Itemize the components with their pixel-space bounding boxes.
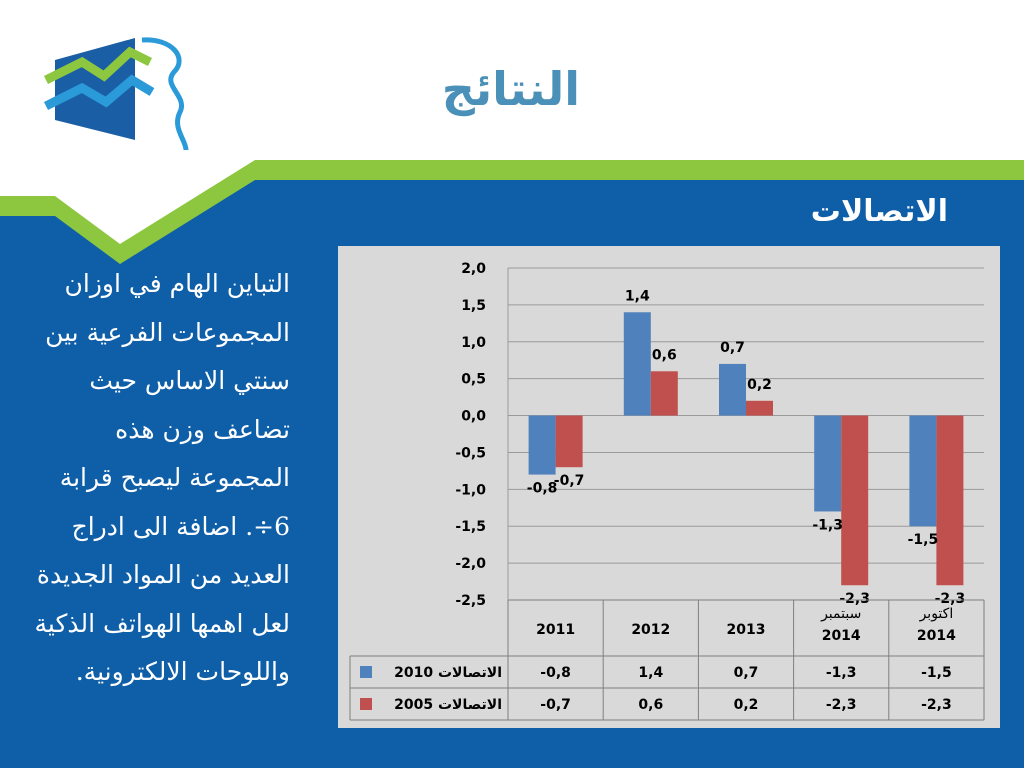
data-label: 0,6 bbox=[652, 347, 677, 363]
table-cell-value: -1,5 bbox=[921, 665, 952, 681]
table-cell-value: -2,3 bbox=[921, 697, 952, 713]
bar-series-1 bbox=[719, 363, 746, 416]
bar-chart: 2,0 1,5 1,0 0,5 0,0 -0,5 -1,0 -1,5 -2,0 -2,5 -0,8 1… bbox=[338, 246, 1000, 728]
category-label-line1: اكتوبر bbox=[919, 606, 954, 622]
table-cell-value: 1,4 bbox=[638, 665, 663, 681]
data-label: -0,7 bbox=[554, 473, 585, 489]
category-label: 2011 bbox=[536, 622, 575, 638]
bar-series-2 bbox=[936, 415, 964, 586]
logo-icon bbox=[43, 37, 189, 151]
body-paragraph: التباين الهام في اوزان المجموعات الفرعية… bbox=[34, 269, 291, 686]
page-title: النتائج bbox=[441, 62, 580, 116]
y-tick-label: -1,5 bbox=[455, 519, 486, 535]
bar-series-2 bbox=[841, 415, 869, 586]
table-cell-value: 0,7 bbox=[734, 665, 759, 681]
category-label-line2: 2014 bbox=[822, 628, 861, 644]
data-label: 1,4 bbox=[625, 288, 650, 304]
green-accent-band bbox=[0, 160, 1024, 264]
data-label: -2,3 bbox=[839, 591, 870, 607]
y-tick-label: -2,5 bbox=[455, 593, 486, 609]
table-cell-value: -2,3 bbox=[826, 697, 857, 713]
legend-key-series-1 bbox=[360, 666, 372, 678]
bar-series-2 bbox=[650, 371, 678, 416]
bar-series-1 bbox=[623, 312, 651, 416]
bar-series-1 bbox=[528, 415, 556, 475]
bar-series-1 bbox=[909, 415, 937, 527]
legend-key-series-2 bbox=[360, 698, 372, 710]
data-label: 0,7 bbox=[720, 340, 745, 356]
data-label: -2,3 bbox=[935, 591, 966, 607]
y-tick-label: -2,0 bbox=[455, 556, 486, 572]
data-label: -0,8 bbox=[527, 481, 558, 497]
y-tick-label: -1,0 bbox=[455, 482, 486, 498]
data-label: -1,3 bbox=[812, 517, 843, 533]
table-cell-value: -1,3 bbox=[826, 665, 857, 681]
category-label: 2013 bbox=[727, 622, 766, 638]
table-cell-value: 0,6 bbox=[638, 697, 663, 713]
table-cell-value: -0,8 bbox=[540, 665, 571, 681]
legend-label: الاتصالات 2010 bbox=[394, 665, 502, 681]
bar-series-1 bbox=[814, 415, 842, 512]
y-tick-label: 1,5 bbox=[461, 298, 486, 314]
bar-series-2 bbox=[746, 400, 773, 416]
chart-background bbox=[338, 246, 1000, 728]
bar-series-2 bbox=[555, 415, 583, 468]
y-tick-label: 0,0 bbox=[461, 409, 486, 425]
table-cell-value: -0,7 bbox=[540, 697, 571, 713]
data-label: -1,5 bbox=[908, 532, 939, 548]
section-subtitle: الاتصالات bbox=[810, 194, 948, 229]
legend-label: الاتصالات 2005 bbox=[394, 697, 502, 713]
y-tick-label: 0,5 bbox=[461, 372, 486, 388]
data-label: 0,2 bbox=[747, 377, 772, 393]
y-tick-label: 1,0 bbox=[461, 335, 486, 351]
category-label-line2: 2014 bbox=[917, 628, 956, 644]
y-tick-label: -0,5 bbox=[455, 445, 486, 461]
table-cell-value: 0,2 bbox=[734, 697, 759, 713]
y-tick-label: 2,0 bbox=[461, 261, 486, 277]
category-label-line1: سبتمبر bbox=[820, 606, 861, 622]
category-label: 2012 bbox=[631, 622, 670, 638]
